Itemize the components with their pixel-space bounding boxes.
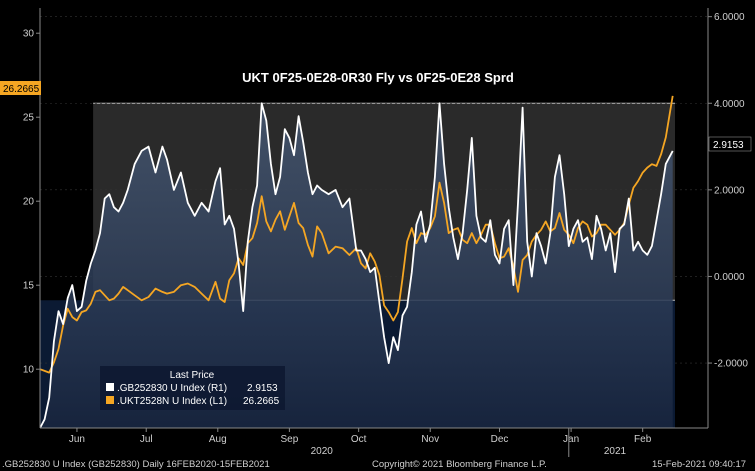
x-axis-month-label-2: Aug xyxy=(209,434,227,445)
x-axis-year-label-0: 2020 xyxy=(311,446,334,457)
area-group xyxy=(40,103,673,428)
legend-title: Last Price xyxy=(170,370,215,381)
lines-group xyxy=(40,95,674,428)
last-price-tag-white: 2.9153 xyxy=(708,136,752,152)
legend-entry-white-name: .GB252830 U Index (R1) xyxy=(117,383,227,394)
left-axis: 30 25 20 15 10 xyxy=(23,8,41,428)
footer-bar xyxy=(0,457,755,471)
x-axis-month-label-1: Jul xyxy=(140,434,153,445)
x-axis-month-label-5: Nov xyxy=(421,434,439,445)
legend-entry-orange-value: 26.2665 xyxy=(243,396,280,407)
last-price-tag-white-text: 2.9153 xyxy=(713,140,744,151)
x-axis-month-label-6: Dec xyxy=(491,434,509,445)
footer-right: 15-Feb-2021 09:40:17 xyxy=(652,459,746,470)
legend-entry-white-value: 2.9153 xyxy=(247,383,278,394)
right-axis: 6.0000 4.0000 2.0000 0.0000 -2.0000 xyxy=(707,8,748,428)
x-axis-month-label-4: Oct xyxy=(351,434,367,445)
footer-center: Copyright© 2021 Bloomberg Finance L.P. xyxy=(372,459,547,470)
legend: Last Price .GB252830 U Index (R1) 2.9153… xyxy=(100,366,285,410)
series-line-ukt2528n xyxy=(40,95,674,374)
right-axis-tick-label-3: 0.0000 xyxy=(714,272,745,283)
legend-entry-orange-name: .UKT2528N U Index (L1) xyxy=(117,396,227,407)
chart-title: UKT 0F25-0E28-0R30 Fly vs 0F25-0E28 Sprd xyxy=(242,70,514,85)
x-axis-month-label-0: Jun xyxy=(69,434,85,445)
x-axis: Jun Jul Aug Sep Oct Nov Dec Jan Feb 2020 2021 xyxy=(40,427,708,457)
right-axis-tick-label-1: 4.0000 xyxy=(714,99,745,110)
series-line-gb252830 xyxy=(40,102,674,428)
last-price-tag-orange: 26.2665 xyxy=(0,81,41,95)
series-area-gb252830 xyxy=(40,103,673,428)
left-axis-tick-label-1: 25 xyxy=(23,113,35,124)
right-axis-tick-label-2: 2.0000 xyxy=(714,185,745,196)
last-price-tag-orange-bg xyxy=(0,81,41,95)
left-axis-tick-label-2: 20 xyxy=(23,197,35,208)
legend-box xyxy=(100,366,285,410)
left-axis-tick-label-0: 30 xyxy=(23,29,35,40)
right-axis-tick-label-0: 6.0000 xyxy=(714,12,745,23)
right-axis-tick-label-4: -2.0000 xyxy=(714,359,748,370)
legend-swatch-white xyxy=(106,383,114,391)
left-axis-tick-label-3: 15 xyxy=(23,281,35,292)
x-axis-month-label-8: Feb xyxy=(634,434,652,445)
last-price-tag-orange-text: 26.2665 xyxy=(3,84,40,95)
x-axis-month-label-3: Sep xyxy=(280,434,298,445)
x-axis-year-label-1: 2021 xyxy=(604,446,627,457)
legend-swatch-orange xyxy=(106,396,114,404)
x-axis-month-label-7: Jan xyxy=(563,434,579,445)
left-axis-tick-label-4: 10 xyxy=(23,365,35,376)
footer-left: .GB252830 U Index (GB252830) Daily 16FEB… xyxy=(2,459,270,470)
last-price-tag-white-bg xyxy=(708,136,752,152)
